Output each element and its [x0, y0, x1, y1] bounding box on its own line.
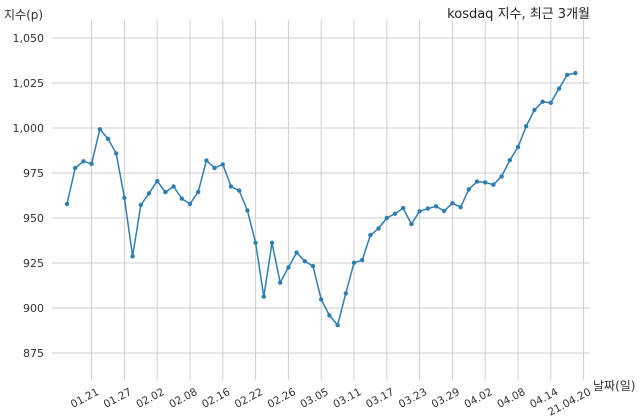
x-tick-label: 03.11: [331, 386, 363, 411]
x-tick-label: 03.29: [430, 386, 462, 411]
data-points: [64, 70, 578, 328]
data-point: [130, 254, 135, 259]
data-point: [302, 259, 307, 264]
data-point: [384, 215, 389, 221]
data-point: [155, 178, 160, 184]
y-tick-label: 975: [23, 167, 44, 180]
data-point: [294, 250, 299, 255]
data-point: [187, 201, 193, 207]
data-point: [138, 202, 143, 208]
data-point: [335, 322, 340, 328]
data-point: [466, 187, 471, 192]
data-point: [196, 189, 201, 195]
y-axis-label: 지수(p): [4, 8, 43, 22]
y-tick-label: 1,050: [13, 32, 45, 45]
data-point: [532, 107, 537, 113]
x-axis-label: 날짜(일): [593, 379, 635, 393]
x-tick-label: 01.27: [102, 386, 134, 411]
data-point: [278, 280, 283, 285]
data-point: [433, 204, 439, 209]
data-point: [474, 179, 480, 184]
chart-title: kosdaq 지수, 최근 3개월: [447, 7, 590, 22]
y-axis-ticks: 875 900 925 950 975 1,000 1,025 1,050: [13, 32, 45, 360]
data-point: [245, 208, 250, 213]
data-point: [171, 184, 176, 189]
data-point: [392, 211, 398, 216]
x-tick-label: 04.02: [462, 386, 494, 411]
data-point: [327, 313, 332, 318]
data-point: [343, 291, 348, 296]
data-point: [540, 99, 545, 104]
data-point: [73, 165, 78, 171]
y-tick-label: 875: [23, 347, 44, 360]
x-tick-label: 02.22: [233, 386, 265, 411]
data-point: [368, 232, 373, 238]
data-point: [319, 297, 324, 302]
data-point: [573, 70, 578, 76]
data-point: [450, 201, 455, 206]
data-point: [81, 159, 86, 164]
data-point: [269, 240, 275, 245]
data-point: [409, 221, 414, 227]
y-tick-label: 950: [23, 212, 44, 225]
data-point: [163, 189, 168, 195]
x-tick-label: 01.21: [69, 386, 101, 411]
y-tick-label: 925: [23, 257, 44, 270]
data-point: [442, 208, 447, 214]
x-tick-label: 02.08: [167, 386, 199, 411]
data-point: [204, 158, 209, 163]
data-point: [220, 162, 225, 167]
x-tick-label: 03.17: [364, 386, 396, 411]
data-point: [483, 180, 488, 185]
x-tick-label: 03.05: [298, 386, 330, 411]
x-tick-label: 02.02: [134, 386, 166, 411]
data-point: [122, 195, 127, 200]
data-point: [310, 263, 316, 269]
data-point: [515, 144, 521, 150]
x-tick-label: 04.08: [495, 386, 527, 411]
data-point: [179, 196, 184, 201]
data-point: [556, 86, 562, 91]
data-point: [491, 182, 496, 187]
y-tick-label: 1,025: [13, 77, 45, 90]
data-point: [146, 191, 152, 196]
data-point: [114, 151, 119, 156]
data-point: [425, 206, 430, 211]
data-point: [458, 205, 463, 210]
x-tick-label: 02.26: [266, 386, 298, 411]
x-tick-label: 02.16: [200, 386, 232, 411]
y-tick-label: 1,000: [13, 122, 45, 135]
data-point: [228, 184, 234, 189]
data-point: [524, 124, 529, 129]
data-point: [507, 158, 512, 163]
data-point: [97, 127, 103, 132]
data-point: [401, 205, 406, 211]
data-point: [548, 100, 553, 106]
data-point: [499, 174, 504, 179]
data-point: [417, 209, 422, 214]
data-point: [360, 257, 365, 263]
data-point: [64, 201, 70, 207]
data-point: [105, 136, 111, 141]
data-point: [376, 226, 381, 231]
data-point: [286, 265, 291, 270]
data-point: [565, 72, 570, 78]
data-point: [351, 260, 357, 265]
data-point: [261, 294, 266, 299]
x-axis-ticks: 01.21 01.27 02.02 02.08 02.16 02.22 02.26 03.05…: [69, 386, 593, 418]
grid-lines: [52, 20, 590, 380]
data-point: [253, 240, 258, 245]
x-tick-label: 03.23: [397, 386, 429, 411]
data-point: [212, 165, 217, 171]
data-point: [237, 188, 242, 193]
data-point: [89, 161, 94, 166]
y-tick-label: 900: [23, 302, 44, 315]
